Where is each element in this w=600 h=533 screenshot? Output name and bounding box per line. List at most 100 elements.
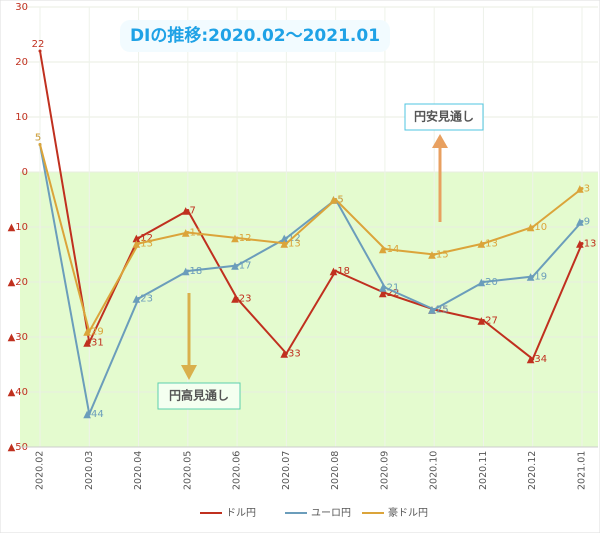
y-tick-label: 0 (22, 167, 28, 178)
data-point (284, 352, 288, 355)
data-label: ▲34 (527, 354, 547, 365)
x-tick-label: 2020.02 (35, 451, 46, 490)
x-tick-label: 2020.07 (281, 451, 292, 490)
data-label: ▲15 (428, 250, 448, 261)
data-point (235, 236, 239, 240)
data-point (531, 225, 535, 229)
y-tick-label: 10 (15, 112, 28, 123)
x-tick-label: 2020.09 (379, 451, 390, 490)
data-label: ▲25 (428, 305, 448, 316)
data-label: 22 (32, 39, 45, 50)
data-point (284, 242, 288, 245)
data-point (580, 242, 584, 245)
annotation: 円高見通し (169, 388, 229, 403)
x-tick-label: 2020.06 (232, 451, 243, 490)
arrow-head (181, 365, 197, 380)
y-tick-label: ▲10 (8, 222, 28, 233)
x-tick-label: 2020.08 (330, 451, 341, 490)
data-point (137, 297, 141, 300)
data-label: ▲29 (83, 327, 103, 338)
data-label: ▲13 (280, 239, 300, 250)
data-point (481, 280, 485, 284)
data-point (38, 49, 42, 53)
data-label: 5 (35, 133, 41, 144)
data-point (87, 330, 91, 333)
y-tick-label: ▲40 (8, 387, 28, 398)
y-tick-label: ▲50 (8, 442, 28, 453)
data-label: ▲33 (280, 349, 300, 360)
x-tick-label: 2020.11 (478, 451, 489, 490)
y-tick-label: ▲20 (8, 277, 28, 288)
data-point (334, 269, 338, 273)
data-label: ▲17 (231, 261, 251, 272)
data-label: ▲5 (330, 195, 344, 206)
data-point (334, 198, 338, 201)
data-label: ▲44 (83, 409, 103, 420)
data-label: ▲22 (379, 288, 399, 299)
data-point (38, 143, 42, 146)
data-label: ▲31 (83, 338, 103, 349)
data-label: ▲18 (330, 266, 350, 277)
data-label: ▲18 (182, 266, 202, 277)
data-label: ▲12 (133, 233, 153, 244)
y-tick-label: 30 (15, 2, 28, 13)
data-point (531, 357, 535, 361)
series-line (39, 50, 583, 361)
data-label: ▲25 (428, 305, 448, 316)
data-point (186, 209, 190, 212)
data-point (137, 236, 141, 240)
data-label: ▲13 (133, 239, 153, 250)
data-label: ▲14 (379, 244, 399, 255)
data-label: 5 (35, 133, 41, 144)
x-tick-label: 2020.03 (84, 451, 95, 490)
y-tick-label: ▲30 (8, 332, 28, 343)
data-point (235, 297, 239, 300)
data-label: ▲27 (477, 316, 497, 327)
data-label: ▲23 (133, 294, 153, 305)
data-point (531, 275, 535, 278)
data-label: ▲23 (231, 294, 251, 305)
data-point (383, 286, 387, 289)
data-point (87, 412, 91, 416)
x-tick-label: 2020.05 (182, 451, 193, 490)
data-point (481, 242, 485, 245)
legend-label: ユーロ円 (311, 508, 351, 519)
data-point (580, 220, 584, 223)
data-label: ▲20 (477, 277, 497, 288)
data-point (481, 319, 485, 322)
data-point (432, 308, 436, 311)
data-label: ▲13 (477, 239, 497, 250)
annotation-box (404, 103, 484, 131)
x-tick-label: 2021.01 (577, 451, 588, 490)
data-label: ▲13 (576, 239, 596, 250)
legend-label: 豪ドル円 (388, 506, 428, 519)
data-point (383, 291, 387, 295)
series-line (39, 144, 583, 335)
y-tick-label: 20 (15, 57, 28, 68)
title-glow (120, 20, 390, 52)
data-label: ▲19 (527, 272, 547, 283)
data-label: ▲21 (379, 283, 399, 294)
annotation: 円安見通し (414, 109, 474, 124)
data-label: ▲10 (527, 222, 547, 233)
data-point (432, 253, 436, 256)
data-label: ▲3 (576, 184, 590, 195)
data-point (383, 247, 387, 251)
chart-title: DIの推移:2020.02～2021.01 (130, 25, 380, 46)
data-point (137, 242, 141, 245)
data-label: ▲7 (182, 206, 196, 217)
annotation-box (157, 382, 241, 410)
series-line (39, 144, 583, 418)
negative-shade (20, 172, 598, 447)
data-point (580, 187, 584, 190)
x-tick-label: 2020.10 (429, 451, 440, 490)
data-point (87, 341, 91, 344)
data-point (186, 269, 190, 273)
data-point (186, 231, 190, 234)
legend-label: ドル円 (226, 508, 256, 519)
data-label: ▲9 (576, 217, 590, 228)
arrow-head (432, 134, 448, 148)
x-tick-label: 2020.04 (133, 451, 144, 490)
data-point (235, 264, 239, 267)
